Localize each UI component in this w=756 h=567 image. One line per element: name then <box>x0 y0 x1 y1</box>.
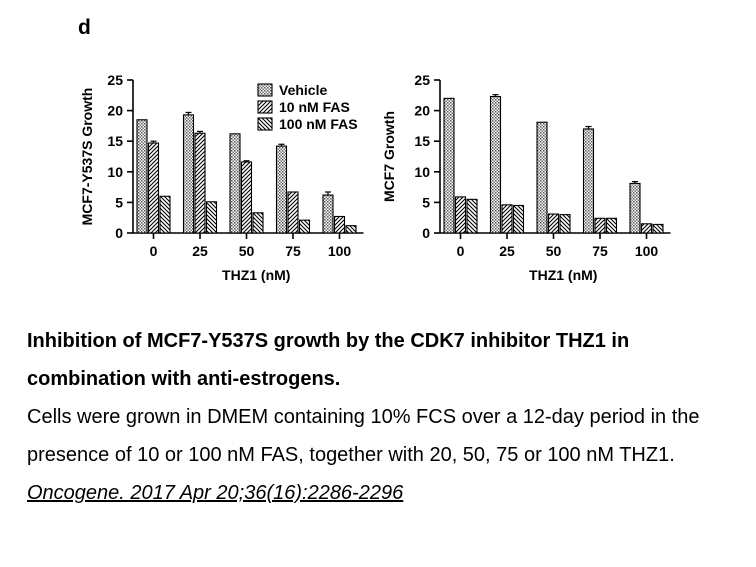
caption-text: Cells were grown in DMEM containing 10% … <box>27 406 700 466</box>
panel-label: d <box>78 16 91 39</box>
y-tick-label: 5 <box>422 194 430 210</box>
y-tick-label: 15 <box>107 133 123 149</box>
x-axis-label: THZ1 (nM) <box>222 267 290 283</box>
x-tick-label: 25 <box>499 243 515 259</box>
bar-100-nm-fas-25 <box>205 201 218 234</box>
x-tick-label: 100 <box>328 243 352 259</box>
bar-10-nm-fas-75 <box>594 217 606 234</box>
bar-vehicle-75 <box>275 145 288 234</box>
bar-10-nm-fas-100 <box>640 223 653 234</box>
bar-vehicle-50 <box>229 133 241 234</box>
chart-mcf7-growth: 0 5 10 15 20 25 0 25 50 75 100 THZ1 (nM) MCF7 Growth <box>381 72 671 283</box>
bar-100-nm-fas-0 <box>466 198 478 234</box>
bar-10-nm-fas-0 <box>147 142 160 234</box>
y-tick-label: 10 <box>414 164 430 180</box>
chart-mcf7-y537s-growth: 0 5 10 15 20 25 0 25 50 75 100 THZ1 (nM) MCF7-Y537S … <box>79 72 364 283</box>
bar-vehicle-100 <box>322 194 334 234</box>
y-axis-label: MCF7 Growth <box>381 111 397 202</box>
x-tick-label: 75 <box>592 243 608 259</box>
y-tick-label: 0 <box>422 225 430 241</box>
bar-10-nm-fas-50 <box>547 213 560 234</box>
x-tick-label: 50 <box>239 243 255 259</box>
y-tick-label: 10 <box>107 164 123 180</box>
bar-10-nm-fas-25 <box>194 132 206 234</box>
x-tick-label: 25 <box>192 243 208 259</box>
bar-vehicle-0 <box>443 97 455 234</box>
bar-100-nm-fas-100 <box>652 223 664 234</box>
bar-100-nm-fas-100 <box>345 225 357 234</box>
x-tick-label: 75 <box>285 243 301 259</box>
bar-10-nm-fas-75 <box>287 191 299 234</box>
bar-100-nm-fas-50 <box>559 214 571 234</box>
x-tick-label: 50 <box>546 243 562 259</box>
x-axis-label: THZ1 (nM) <box>529 267 597 283</box>
x-tick-label: 0 <box>150 243 158 259</box>
legend-swatch-100-nm-fas <box>257 117 273 131</box>
legend-swatch-vehicle <box>257 83 273 97</box>
bar-100-nm-fas-0 <box>159 195 171 234</box>
y-tick-label: 20 <box>107 103 123 119</box>
bar-100-nm-fas-25 <box>512 204 525 234</box>
figure-caption: Inhibition of MCF7-Y537S growth by the C… <box>27 322 752 512</box>
bar-vehicle-25 <box>182 114 195 234</box>
citation-link[interactable]: Oncogene. 2017 Apr 20;36(16):2286-2296 <box>27 482 404 504</box>
legend-label-vehicle: Vehicle <box>279 82 327 98</box>
y-axis-label: MCF7-Y537S Growth <box>79 88 95 226</box>
bar-10-nm-fas-0 <box>454 196 467 234</box>
x-tick-label: 0 <box>457 243 465 259</box>
caption-body: Cells were grown in DMEM containing 10% … <box>27 398 752 512</box>
bar-10-nm-fas-50 <box>240 161 253 234</box>
bar-vehicle-100 <box>629 182 641 234</box>
legend-swatch-10-nm-fas <box>257 100 273 114</box>
bar-vehicle-75 <box>582 128 595 234</box>
y-tick-label: 25 <box>107 72 123 88</box>
bar-100-nm-fas-50 <box>252 212 264 234</box>
bar-vehicle-0 <box>136 119 148 234</box>
y-tick-label: 20 <box>414 103 430 119</box>
bar-100-nm-fas-75 <box>605 217 618 234</box>
legend-label-10-nm-fas: 10 nM FAS <box>279 99 350 115</box>
x-tick-label: 100 <box>635 243 659 259</box>
caption-title: Inhibition of MCF7-Y537S growth by the C… <box>27 330 630 390</box>
y-tick-label: 5 <box>115 194 123 210</box>
bar-10-nm-fas-25 <box>501 204 513 234</box>
bar-vehicle-50 <box>536 121 548 234</box>
bar-vehicle-25 <box>489 95 502 234</box>
bar-100-nm-fas-75 <box>298 219 311 234</box>
bar-10-nm-fas-100 <box>333 215 346 234</box>
y-tick-label: 0 <box>115 225 123 241</box>
legend-label-100-nm-fas: 100 nM FAS <box>279 116 358 132</box>
y-tick-label: 25 <box>414 72 430 88</box>
y-tick-label: 15 <box>414 133 430 149</box>
